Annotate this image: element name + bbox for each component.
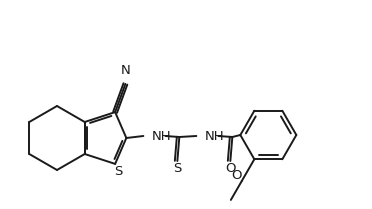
Text: NH: NH [204, 130, 224, 143]
Text: N: N [121, 64, 130, 77]
Text: S: S [114, 165, 122, 178]
Text: O: O [232, 169, 242, 182]
Text: NH: NH [151, 130, 171, 143]
Text: O: O [225, 163, 235, 176]
Text: S: S [173, 163, 182, 176]
